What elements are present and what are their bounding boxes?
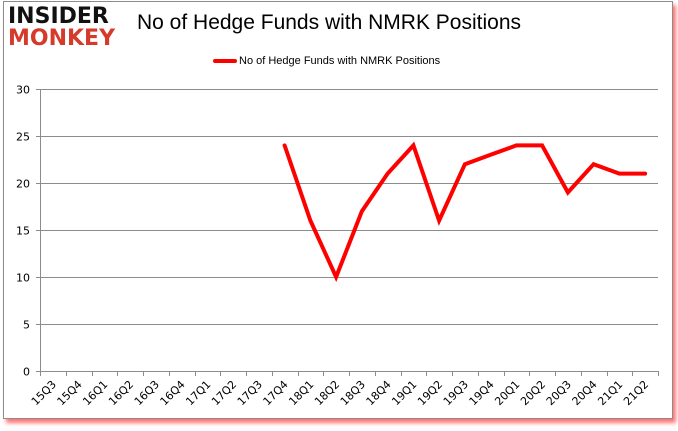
x-tick-label: 18Q2 [312, 378, 342, 408]
x-tick-label: 19Q1 [389, 378, 419, 408]
y-tick-label: 0 [23, 366, 30, 379]
x-tick-label: 19Q4 [467, 378, 497, 408]
series-line [282, 141, 648, 283]
x-tick-label: 21Q1 [595, 378, 625, 408]
chart-frame [3, 1, 673, 419]
y-axis: 0 5 10 15 20 25 30 [16, 84, 41, 379]
y-tick-label: 5 [23, 319, 30, 332]
x-tick-label: 20Q2 [518, 378, 548, 408]
x-tick-label: 15Q4 [55, 378, 85, 408]
x-tick-label: 18Q4 [364, 378, 394, 408]
x-tick-label: 20Q3 [544, 378, 574, 408]
x-tick-label: 17Q2 [209, 378, 239, 408]
gridlines [36, 89, 658, 372]
x-tick-label: 19Q3 [441, 378, 471, 408]
insider-monkey-logo: INSIDER MONKEY [8, 6, 115, 50]
x-tick-label: 18Q3 [338, 378, 368, 408]
y-tick-label: 30 [16, 84, 30, 97]
x-tick-label: 16Q4 [158, 378, 188, 408]
x-tick-label: 17Q4 [261, 378, 291, 408]
x-tick-label: 15Q3 [29, 378, 59, 408]
x-tick-label: 21Q2 [621, 378, 651, 408]
legend-label: No of Hedge Funds with NMRK Positions [239, 55, 441, 67]
logo-text-monkey: MONKEY [8, 26, 116, 51]
y-tick-label: 15 [16, 225, 30, 238]
x-tick-label: 20Q1 [492, 378, 522, 408]
y-tick-label: 20 [16, 178, 30, 191]
x-tick-label: 18Q1 [286, 378, 316, 408]
x-tick-label: 20Q4 [570, 378, 600, 408]
x-tick-label: 16Q3 [132, 378, 162, 408]
y-tick-label: 25 [16, 131, 30, 144]
x-tick-label: 19Q2 [415, 378, 445, 408]
chart-title: No of Hedge Funds with NMRK Positions [137, 11, 521, 34]
logo-text-insider: INSIDER [8, 4, 109, 29]
x-tick-label: 16Q1 [80, 378, 110, 408]
x-tick-label: 17Q1 [183, 378, 213, 408]
x-tick-label: 16Q2 [106, 378, 136, 408]
chart-legend: No of Hedge Funds with NMRK Positions [213, 55, 440, 67]
legend-line-swatch-icon [213, 59, 237, 63]
x-axis: 15Q315Q416Q116Q216Q316Q417Q117Q217Q317Q4… [29, 371, 659, 408]
y-tick-label: 10 [16, 272, 30, 285]
x-tick-label: 17Q3 [235, 378, 265, 408]
